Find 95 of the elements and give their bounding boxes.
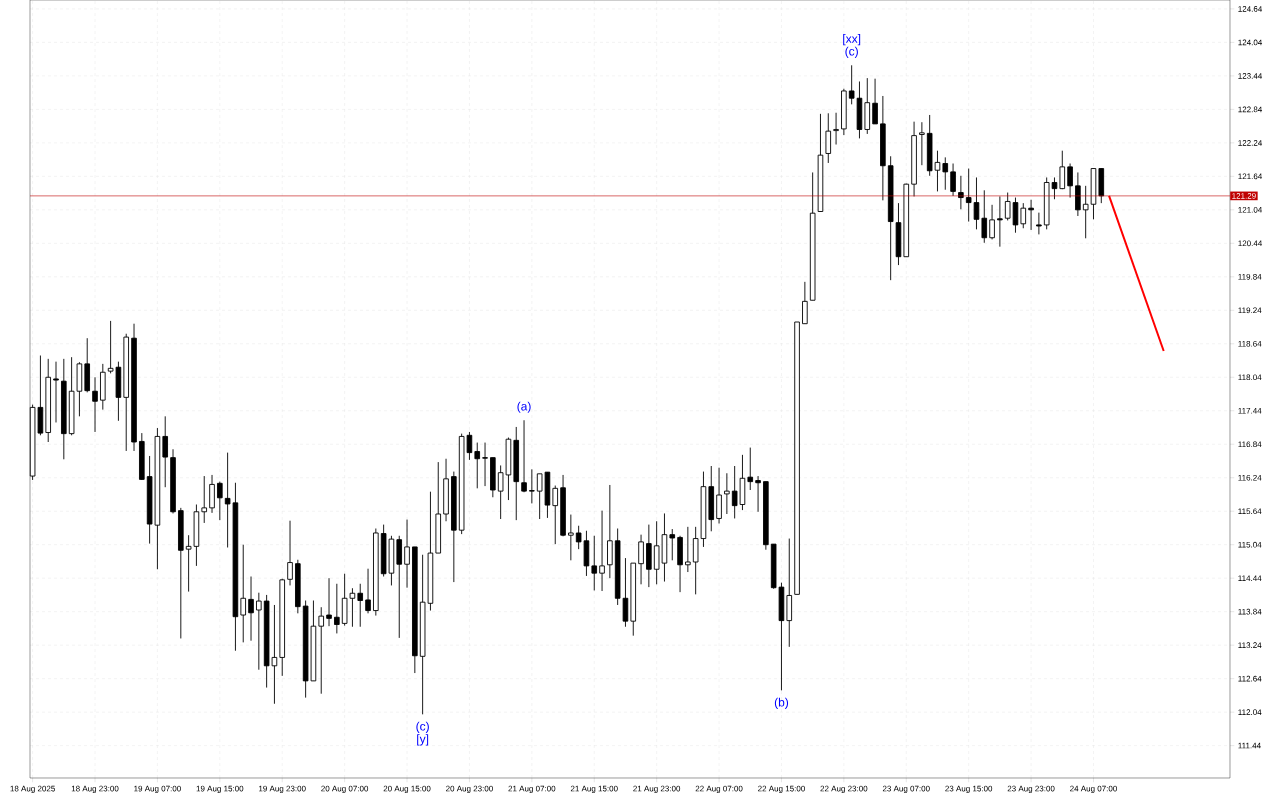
y-tick-label: 122.84 xyxy=(1238,106,1263,113)
candlestick xyxy=(1067,163,1073,199)
candlestick xyxy=(529,468,535,504)
annotation: (c) xyxy=(845,46,858,58)
candlestick xyxy=(747,447,754,491)
y-tick-label: 115.04 xyxy=(1238,541,1262,548)
candlestick xyxy=(638,534,644,585)
x-tick-label: 20 Aug 15:00 xyxy=(383,785,431,794)
candlestick xyxy=(1020,202,1027,229)
annotation: [y] xyxy=(417,734,429,746)
candlestick xyxy=(318,606,325,695)
candlestick xyxy=(482,442,488,487)
x-tick-label: 24 Aug 07:00 xyxy=(1070,785,1117,794)
candlestick xyxy=(950,163,956,197)
candlestick xyxy=(357,583,364,628)
y-tick-label: 118.64 xyxy=(1238,340,1262,347)
candlestick xyxy=(1075,171,1081,217)
y-tick-label: 122.24 xyxy=(1238,140,1263,146)
y-tick-label: 119.84 xyxy=(1238,273,1262,280)
candlestick xyxy=(240,544,247,643)
x-tick-label: 23 Aug 07:00 xyxy=(882,785,930,794)
x-tick-label: 18 Aug 2025 xyxy=(10,785,55,794)
y-tick-label: 124.04 xyxy=(1238,39,1263,46)
candlestick xyxy=(872,78,878,125)
x-tick-label: 18 Aug 23:00 xyxy=(71,785,119,794)
annotation: (a) xyxy=(517,401,531,413)
candlestick xyxy=(326,577,332,627)
candlestick xyxy=(201,475,208,524)
y-tick-label: 115.64 xyxy=(1238,508,1262,515)
candlestick xyxy=(521,419,527,493)
candlestick xyxy=(256,592,262,671)
y-tick-label: 119.24 xyxy=(1238,307,1262,314)
candlestick xyxy=(217,481,223,521)
candlestick xyxy=(53,361,59,423)
y-tick-label: 113.24 xyxy=(1238,642,1262,648)
y-tick-label: 123.44 xyxy=(1238,73,1263,79)
ref-line-label: 121.29 xyxy=(1232,193,1256,199)
candlestick xyxy=(607,484,613,579)
x-tick-label: 20 Aug 07:00 xyxy=(321,785,369,794)
candlestick xyxy=(802,281,808,325)
x-tick-label: 23 Aug 23:00 xyxy=(1007,785,1055,794)
x-tick-label: 20 Aug 23:00 xyxy=(446,785,493,794)
candlestick xyxy=(474,442,481,489)
y-tick-label: 121.04 xyxy=(1238,207,1263,213)
candlestick xyxy=(716,467,722,524)
candlestick xyxy=(989,204,995,240)
candlestick xyxy=(568,514,574,561)
candlestick xyxy=(209,474,215,514)
candlestick xyxy=(685,526,691,573)
y-tick-label: 116.84 xyxy=(1238,441,1262,448)
x-tick-label: 21 Aug 07:00 xyxy=(508,785,556,794)
candlestick xyxy=(591,535,598,591)
candlestick xyxy=(365,568,371,614)
x-tick-label: 22 Aug 07:00 xyxy=(695,785,743,794)
candlestick xyxy=(997,195,1003,248)
y-tick-label: 112.64 xyxy=(1238,675,1262,682)
candlestick xyxy=(981,189,988,244)
x-tick-label: 19 Aug 23:00 xyxy=(259,785,306,794)
candlestick xyxy=(942,156,949,191)
y-tick-label: 118.04 xyxy=(1238,374,1262,381)
candlestick xyxy=(404,519,410,589)
y-tick-label: 111.44 xyxy=(1238,742,1261,749)
y-tick-label: 114.44 xyxy=(1238,575,1262,581)
y-tick-label: 112.04 xyxy=(1238,709,1262,715)
y-tick-label: 116.24 xyxy=(1238,474,1262,481)
y-tick-label: 124.64 xyxy=(1238,6,1263,12)
y-tick-label: 120.44 xyxy=(1238,240,1263,247)
y-tick-label: 117.44 xyxy=(1238,408,1262,414)
y-tick-label: 121.64 xyxy=(1238,173,1263,180)
annotation: (c) xyxy=(416,721,429,733)
candlestick xyxy=(162,415,169,488)
candlestick xyxy=(1059,150,1066,190)
annotation: [xx] xyxy=(843,34,861,46)
candlestick xyxy=(92,376,98,433)
x-tick-label: 22 Aug 23:00 xyxy=(820,785,868,794)
x-tick-label: 19 Aug 07:00 xyxy=(134,785,181,794)
y-tick-label: 113.84 xyxy=(1238,608,1262,615)
candlestick xyxy=(919,121,925,166)
x-tick-label: 19 Aug 15:00 xyxy=(196,785,244,794)
candlestick xyxy=(755,475,761,513)
candlestick xyxy=(724,472,730,515)
annotation: (b) xyxy=(774,697,789,709)
candlestick xyxy=(825,112,832,164)
candlestick xyxy=(599,510,605,592)
candlestick xyxy=(287,520,293,586)
x-tick-label: 22 Aug 15:00 xyxy=(758,785,805,794)
candlestick xyxy=(552,485,559,545)
x-tick-label: 23 Aug 15:00 xyxy=(945,785,993,794)
candlestick xyxy=(248,576,254,642)
x-tick-label: 21 Aug 23:00 xyxy=(633,785,681,794)
candlestick xyxy=(334,583,340,634)
candlestick xyxy=(833,112,839,145)
candlestick xyxy=(669,528,676,561)
candlestick xyxy=(1036,212,1042,235)
x-tick-label: 21 Aug 15:00 xyxy=(570,785,618,794)
